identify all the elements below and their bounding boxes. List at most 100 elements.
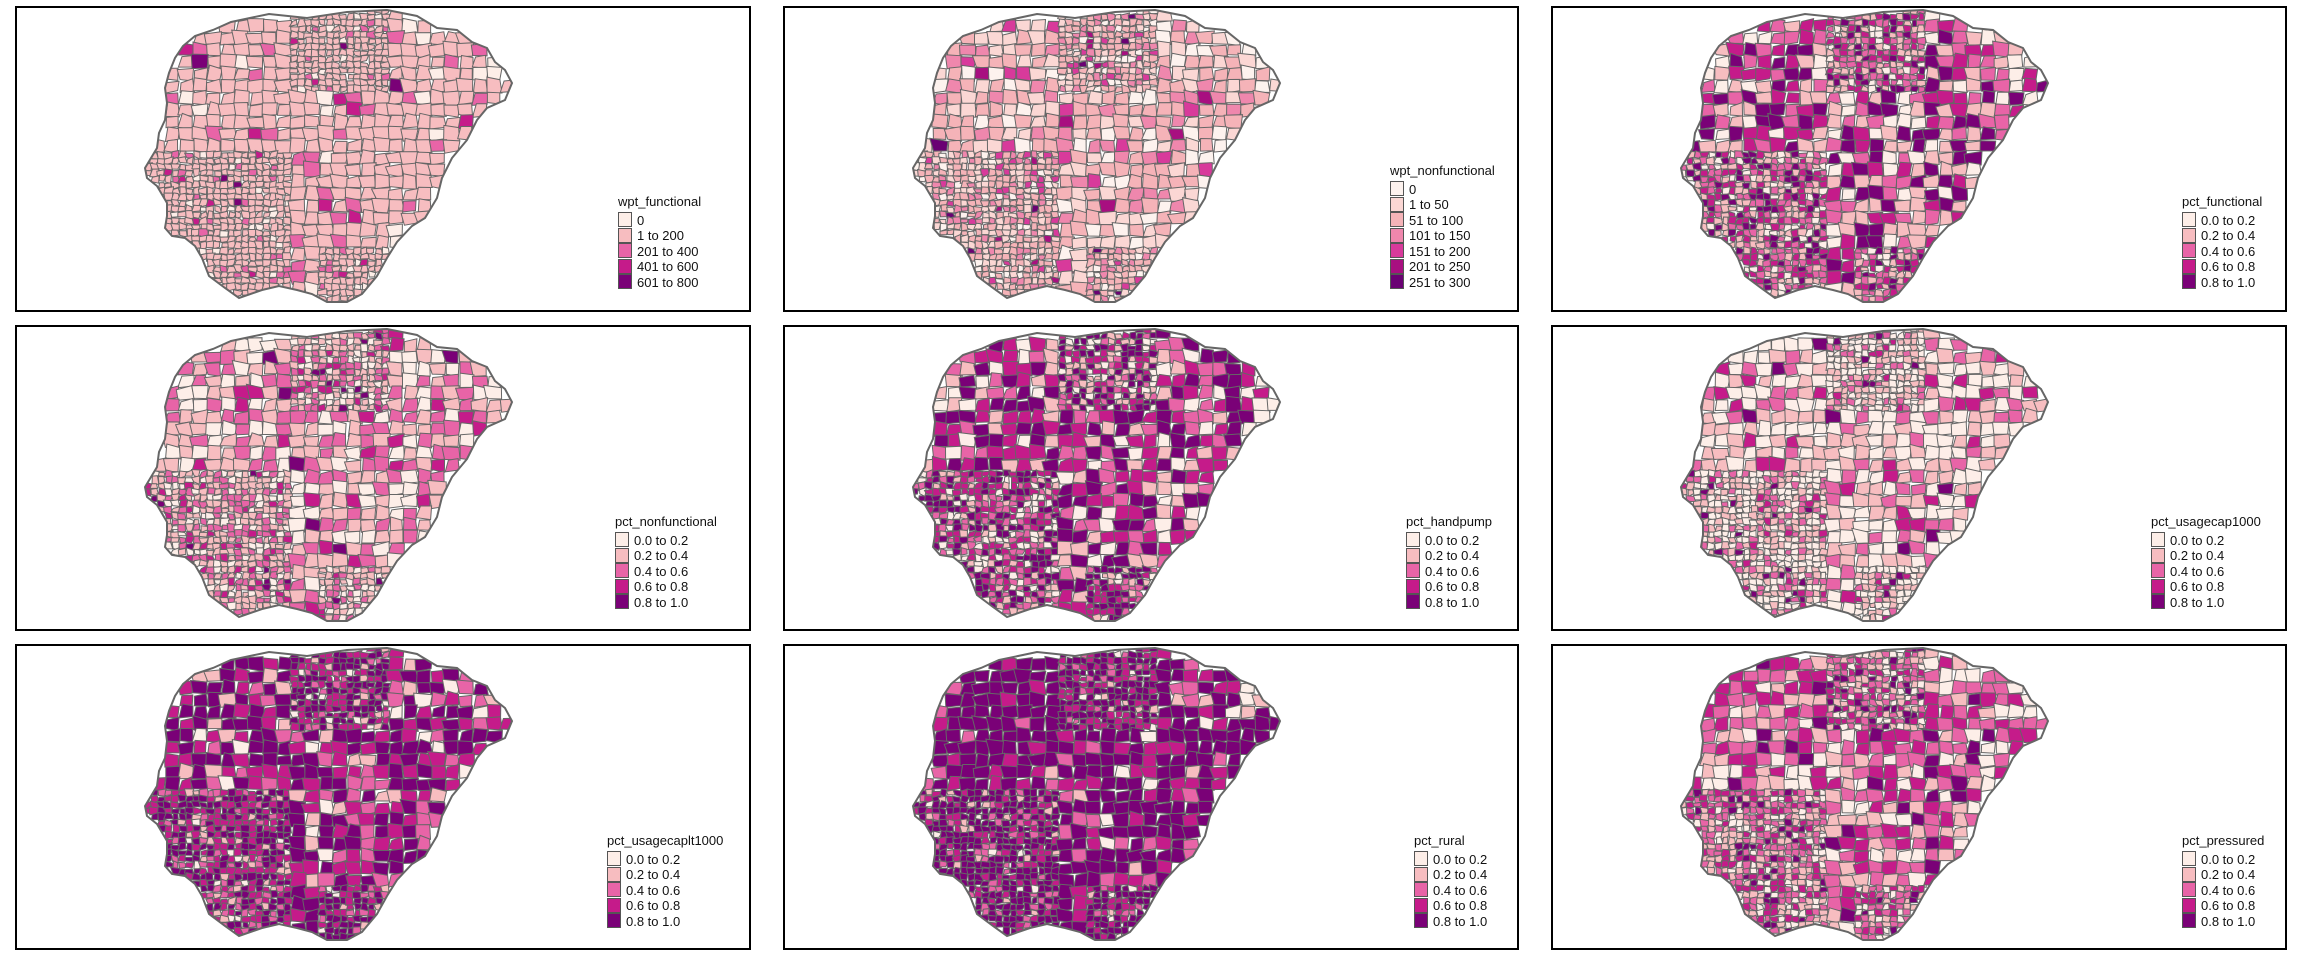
legend-title: wpt_nonfunctional [1390, 163, 1495, 178]
admin-area [232, 385, 251, 401]
admin-area [946, 457, 963, 473]
admin-area [1951, 200, 1967, 213]
admin-area [1211, 446, 1228, 461]
admin-area [191, 180, 201, 189]
admin-area [331, 551, 349, 568]
admin-area [1112, 103, 1130, 116]
admin-area [1880, 124, 1899, 142]
choropleth-map [143, 8, 514, 303]
admin-area [1045, 76, 1061, 93]
admin-area [402, 200, 417, 213]
admin-area [1156, 64, 1173, 81]
admin-area [1015, 234, 1024, 244]
legend-entry: 151 to 200 [1390, 243, 1495, 260]
admin-area [339, 295, 348, 302]
admin-area [1121, 19, 1131, 27]
admin-area [1098, 139, 1116, 153]
admin-area [1882, 287, 1892, 299]
admin-area [373, 529, 392, 544]
admin-area [1881, 405, 1890, 413]
admin-area [261, 246, 272, 255]
admin-area [1936, 372, 1954, 388]
admin-area [1839, 139, 1856, 154]
admin-area [333, 578, 341, 585]
admin-area [946, 103, 961, 117]
admin-area [1867, 333, 1876, 340]
admin-area [943, 126, 962, 142]
admin-area [1001, 398, 1018, 414]
admin-area [1757, 30, 1773, 45]
admin-area [415, 375, 431, 388]
admin-area [1888, 31, 1897, 40]
map-panel-pct-handpump: pct_handpump 0.0 to 0.2 0.2 to 0.4 0.4 to … [783, 325, 1519, 631]
admin-area [1895, 161, 1913, 178]
admin-area [1902, 37, 1913, 45]
admin-area [1030, 18, 1047, 32]
admin-area [302, 160, 321, 178]
admin-area [1014, 421, 1033, 435]
legend-label: 0.2 to 0.4 [634, 548, 689, 563]
legend-label: 0.0 to 0.2 [2201, 212, 2256, 228]
admin-area [974, 79, 991, 94]
admin-area [1747, 216, 1759, 225]
admin-area [1001, 223, 1013, 231]
admin-area [192, 398, 209, 413]
admin-area [1127, 90, 1145, 105]
admin-area [1923, 349, 1939, 364]
admin-area [344, 368, 355, 376]
admin-area [373, 24, 385, 34]
legend-swatch [1390, 243, 1404, 259]
admin-area [382, 26, 389, 33]
admin-area [331, 584, 342, 592]
map-panel-pct-nonfunctional: pct_nonfunctional 0.0 to 0.2 0.2 to 0.4 0.… [15, 325, 751, 631]
admin-area [1841, 188, 1856, 201]
admin-area [1952, 79, 1969, 93]
admin-area [358, 404, 370, 412]
admin-area [1157, 541, 1173, 556]
admin-area [1037, 500, 1046, 508]
admin-area [402, 516, 418, 531]
legend-label: 0.8 to 1.0 [2201, 274, 2256, 290]
admin-area [1757, 54, 1772, 70]
legend-swatch [2182, 243, 2196, 259]
admin-area [1085, 103, 1101, 117]
admin-area [402, 423, 418, 436]
admin-area [366, 264, 376, 273]
admin-area [1002, 264, 1011, 274]
admin-area [317, 423, 335, 436]
admin-area [1754, 91, 1773, 104]
admin-area [179, 138, 195, 152]
admin-area [1029, 79, 1047, 94]
admin-area [361, 361, 369, 371]
admin-area [233, 410, 249, 425]
admin-area [1092, 573, 1102, 580]
admin-area [1141, 456, 1158, 472]
admin-area [213, 536, 222, 544]
admin-area [1059, 409, 1074, 425]
legend-label: 0 [637, 212, 645, 228]
admin-area [1923, 397, 1940, 413]
admin-area [353, 42, 362, 51]
admin-area [1869, 265, 1877, 273]
country-outline [911, 8, 1282, 303]
admin-area [1826, 175, 1843, 190]
admin-area [1023, 506, 1032, 514]
admin-area [1000, 374, 1019, 389]
admin-area [1087, 90, 1104, 105]
admin-area [177, 205, 186, 213]
admin-area [326, 289, 334, 296]
admin-area [1092, 375, 1102, 381]
admin-area [1155, 361, 1172, 377]
admin-area [352, 246, 362, 256]
admin-area [973, 456, 990, 472]
admin-area [923, 163, 934, 170]
admin-area [415, 396, 432, 412]
admin-area [205, 422, 223, 437]
admin-area [1699, 181, 1710, 188]
legend-swatch [615, 578, 629, 594]
admin-area [352, 25, 363, 33]
admin-area [213, 566, 223, 574]
admin-area [381, 349, 391, 359]
admin-area [281, 561, 291, 568]
